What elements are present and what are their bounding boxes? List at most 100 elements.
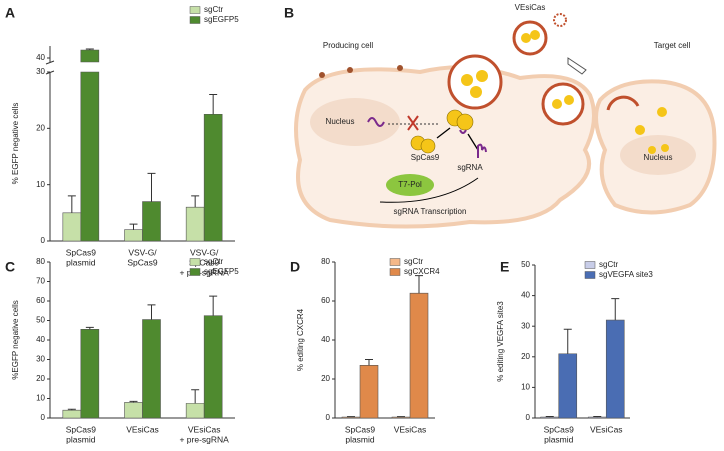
y-tick-label: 10 — [36, 394, 45, 403]
bar — [203, 113, 223, 242]
legend-label: sgEGFP5 — [204, 267, 239, 276]
particle — [541, 82, 585, 126]
x-tick-label: SpCas9 — [544, 424, 575, 434]
error-bar — [415, 275, 423, 294]
y-tick-label: 0 — [41, 413, 46, 422]
y-tick-label: 10 — [521, 383, 530, 392]
x-tick-label: VSV-G/ — [190, 247, 219, 257]
error-bar — [85, 48, 94, 50]
legend-swatch — [389, 268, 401, 276]
panel-letter: A — [5, 5, 15, 21]
fusion — [606, 95, 640, 111]
bar — [62, 409, 82, 419]
arrow — [467, 133, 479, 151]
cas9 — [476, 70, 488, 82]
y-tick-label: 60 — [36, 296, 45, 305]
axis-break — [45, 60, 55, 75]
legend-label: sgCtr — [599, 260, 618, 269]
error-bar — [85, 326, 94, 330]
bar — [558, 353, 578, 419]
error-bar — [67, 408, 76, 411]
error-bar — [593, 415, 602, 418]
y-tick-label: 50 — [36, 316, 45, 325]
protein — [347, 67, 353, 73]
x-tick-label: + pre-sgRNA — [179, 434, 229, 444]
cas9 — [635, 125, 645, 135]
x-tick-label: VSV-G/ — [128, 247, 157, 257]
error-bar — [67, 195, 76, 213]
panel-letter: D — [290, 259, 300, 275]
bar — [391, 416, 411, 419]
y-tick-label: 30 — [36, 67, 45, 76]
bar — [185, 403, 205, 419]
bar — [62, 212, 82, 242]
protein — [319, 72, 325, 78]
bar — [540, 416, 560, 419]
legend-swatch — [189, 258, 201, 266]
bar — [203, 315, 223, 419]
y-tick-label: 0 — [41, 236, 46, 245]
error-bar — [147, 172, 156, 202]
y-tick-label: 70 — [36, 277, 45, 286]
cas9 — [521, 33, 531, 43]
error-bar — [209, 94, 218, 115]
bar — [605, 319, 625, 419]
y-tick-label: 40 — [521, 291, 530, 300]
y-tick-label: 20 — [521, 352, 530, 361]
x-tick-label: VEsiCas — [126, 424, 159, 434]
y-axis-label: %EGFP negative cells — [11, 300, 20, 379]
bar — [80, 49, 100, 242]
rna-label: sgRNA — [457, 163, 483, 172]
blocked-mark — [407, 115, 419, 131]
y-tick-label: 0 — [326, 413, 331, 422]
cas9 — [552, 99, 562, 109]
cas9 — [648, 146, 656, 154]
error-bar — [147, 304, 156, 320]
x-tick-label: plasmid — [345, 434, 375, 444]
error-bar — [365, 359, 373, 366]
x-tick-label: plasmid — [66, 257, 96, 267]
y-tick-label: 0 — [526, 413, 531, 422]
x-tick-label: SpCas9 — [345, 424, 376, 434]
x-tick-label: + pre-sgRNA — [179, 267, 229, 277]
bar — [124, 402, 143, 419]
y-tick-label: 30 — [36, 355, 45, 364]
legend-label: sgEGFP5 — [204, 15, 239, 24]
bar — [359, 365, 379, 419]
bar — [142, 201, 161, 242]
panel-letter: E — [500, 259, 509, 275]
legend-label: sgCtr — [204, 5, 223, 14]
y-tick-label: 40 — [321, 335, 330, 344]
error-bar — [611, 298, 620, 321]
cas9-complex — [456, 113, 474, 131]
legend-swatch — [389, 258, 401, 266]
y-tick-label: 40 — [36, 335, 45, 344]
legend-swatch — [189, 16, 201, 24]
x-tick-label: SpCas9 — [189, 257, 220, 267]
y-axis-label: % EGFP negative cells — [11, 103, 20, 185]
legend-swatch — [584, 271, 596, 279]
panel-letter: B — [284, 5, 294, 21]
error-bar — [563, 328, 572, 354]
panel-letter: C — [5, 259, 15, 275]
x-tick-label: SpCas9 — [127, 257, 158, 267]
cas9 — [564, 95, 574, 105]
x-tick-label: SpCas9 — [66, 424, 97, 434]
y-tick-label: 20 — [321, 374, 330, 383]
x-tick-label: VEsiCas — [394, 424, 427, 434]
polymerase-label: T7-Pol — [398, 180, 422, 189]
legend-label: sgCtr — [404, 257, 423, 266]
legend-swatch — [189, 6, 201, 14]
x-tick-label: VEsiCas — [590, 424, 623, 434]
y-tick-label: 20 — [36, 374, 45, 383]
bar — [142, 319, 161, 419]
protein-label: SpCas9 — [411, 153, 440, 162]
cas9 — [420, 138, 436, 154]
diagram-b: B VEsiCas Producing cell Target cell Nuc… — [284, 3, 717, 229]
x-tick-label: plasmid — [544, 434, 574, 444]
cell-label: Producing cell — [323, 41, 373, 50]
protein — [397, 65, 403, 71]
arrow — [436, 127, 451, 139]
process-label: sgRNA Transcription — [394, 207, 467, 216]
error-bar — [129, 223, 138, 230]
